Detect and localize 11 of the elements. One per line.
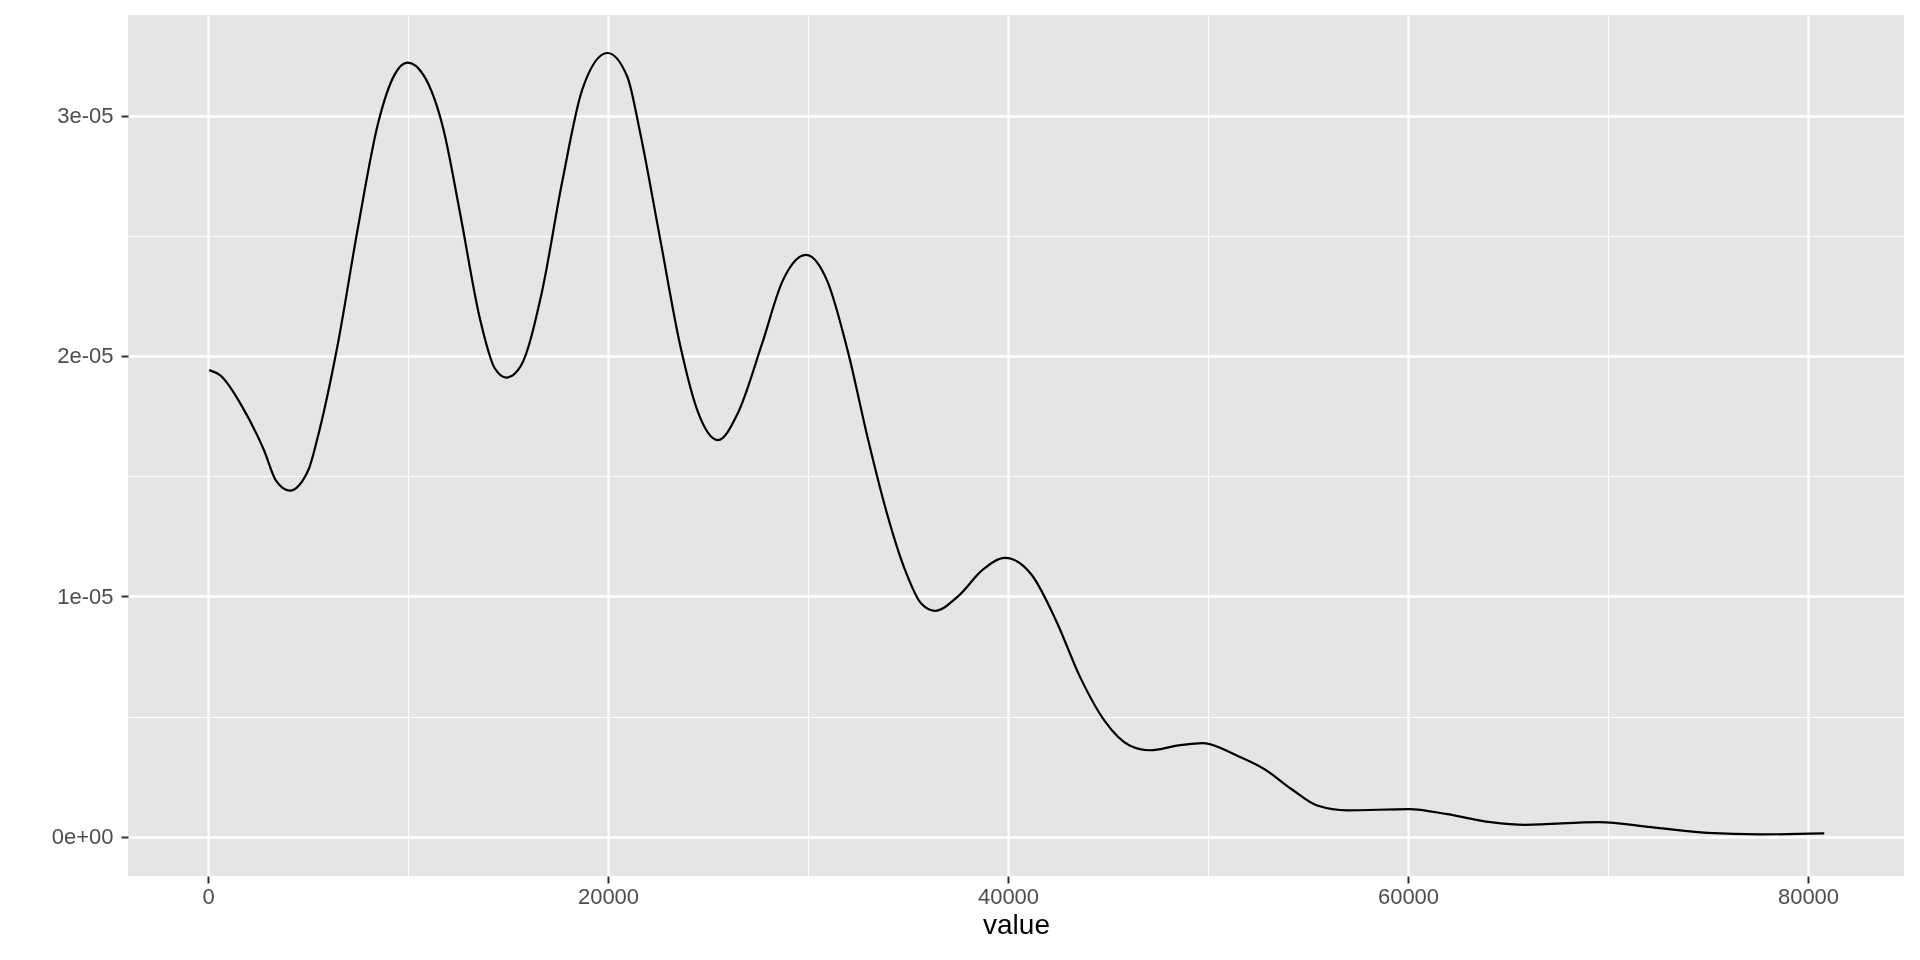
x-tick-label: 40000 bbox=[977, 883, 1040, 909]
y-tick-label: 0e+00 bbox=[51, 824, 114, 850]
y-tick-label: 3e-05 bbox=[57, 103, 114, 128]
y-tick-label: 1e-05 bbox=[57, 583, 114, 609]
y-tick-label: 2e-05 bbox=[57, 343, 114, 369]
x-tick-label: 0 bbox=[202, 883, 215, 909]
x-axis-title: value bbox=[983, 908, 1050, 940]
line-series bbox=[208, 51, 1825, 836]
x-tick-label: 60000 bbox=[1377, 883, 1440, 909]
x-tick-label: 80000 bbox=[1777, 883, 1840, 909]
x-tick-label: 20000 bbox=[577, 883, 640, 909]
